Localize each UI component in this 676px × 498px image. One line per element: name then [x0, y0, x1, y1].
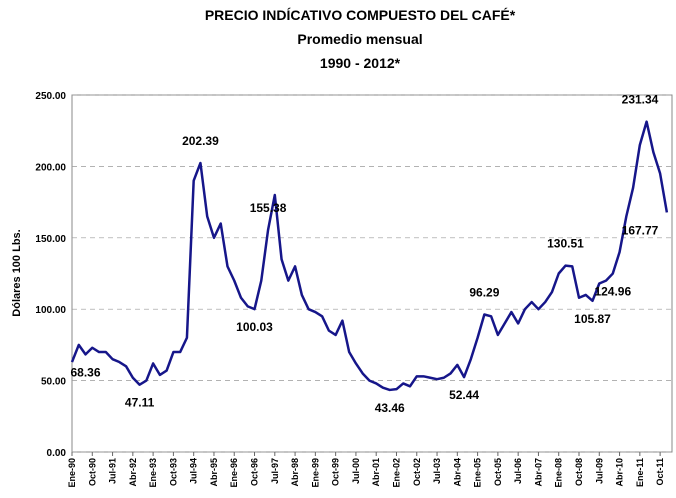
x-tick-label: Oct-90 [87, 458, 97, 486]
x-tick-label: Ene-08 [554, 458, 564, 488]
x-tick-label: Abr-98 [290, 458, 300, 487]
x-tick-label: Jul-03 [432, 458, 442, 484]
x-tick-label: Oct-11 [655, 458, 665, 486]
x-tick-label: Jul-00 [351, 458, 361, 484]
data-label: 130.51 [547, 237, 584, 251]
x-tick-label: Abr-04 [452, 458, 462, 487]
data-label: 155.38 [250, 201, 287, 215]
chart-subtitle: Promedio mensual [297, 31, 422, 47]
x-tick-label: Oct-99 [331, 458, 341, 486]
data-label: 100.03 [236, 320, 273, 334]
data-label: 105.87 [574, 312, 611, 326]
data-label: 167.77 [622, 223, 659, 237]
x-tick-label: Ene-02 [391, 458, 401, 488]
x-tick-label: Oct-02 [412, 458, 422, 486]
data-label: 47.11 [125, 396, 155, 410]
data-label: 124.96 [594, 285, 631, 299]
x-tick-label: Ene-11 [635, 458, 645, 487]
x-tick-label: Oct-05 [493, 458, 503, 486]
data-label: 96.29 [469, 285, 499, 299]
x-tick-label: Abr-01 [371, 458, 381, 487]
x-tick-label: Jul-09 [594, 458, 604, 484]
y-tick-label: 0.00 [47, 448, 67, 459]
x-tick-label: Ene-99 [310, 458, 320, 488]
x-tick-label: Abr-10 [615, 458, 625, 487]
x-tick-label: Oct-96 [250, 458, 260, 486]
y-tick-label: 150.00 [35, 234, 66, 245]
y-tick-label: 100.00 [35, 305, 66, 316]
data-label: 231.34 [622, 93, 659, 107]
plot-frame [71, 94, 673, 453]
x-tick-label: Jul-06 [513, 458, 523, 484]
x-tick-label: Ene-90 [67, 458, 77, 488]
x-tick-label: Jul-97 [270, 458, 280, 484]
x-tick-label: Jul-91 [108, 458, 118, 484]
x-tick-label: Ene-93 [148, 458, 158, 488]
y-axis-label: Dólares 100 Lbs. [11, 229, 23, 316]
data-line [70, 120, 669, 392]
y-tick-label: 50.00 [41, 377, 66, 388]
y-tick-label: 250.00 [35, 91, 66, 102]
x-tick-label: Abr-92 [128, 458, 138, 487]
x-tick-label: Abr-95 [209, 458, 219, 487]
x-tick-label: Oct-93 [168, 458, 178, 486]
data-label: 202.39 [182, 134, 219, 148]
x-tick-label: Jul-94 [189, 458, 199, 484]
data-label: 68.36 [71, 365, 101, 379]
chart-title: PRECIO INDÍCATIVO COMPUESTO DEL CAFÉ* [205, 7, 516, 23]
chart-subtitle: 1990 - 2012* [320, 55, 401, 71]
x-tick-label: Ene-05 [473, 458, 483, 488]
data-label: 43.46 [375, 401, 405, 415]
data-label: 52.44 [449, 388, 479, 402]
x-tick-label: Oct-08 [574, 458, 584, 486]
x-tick-label: Ene-96 [229, 458, 239, 488]
y-tick-label: 200.00 [35, 162, 66, 173]
x-tick-label: Abr-07 [533, 458, 543, 487]
